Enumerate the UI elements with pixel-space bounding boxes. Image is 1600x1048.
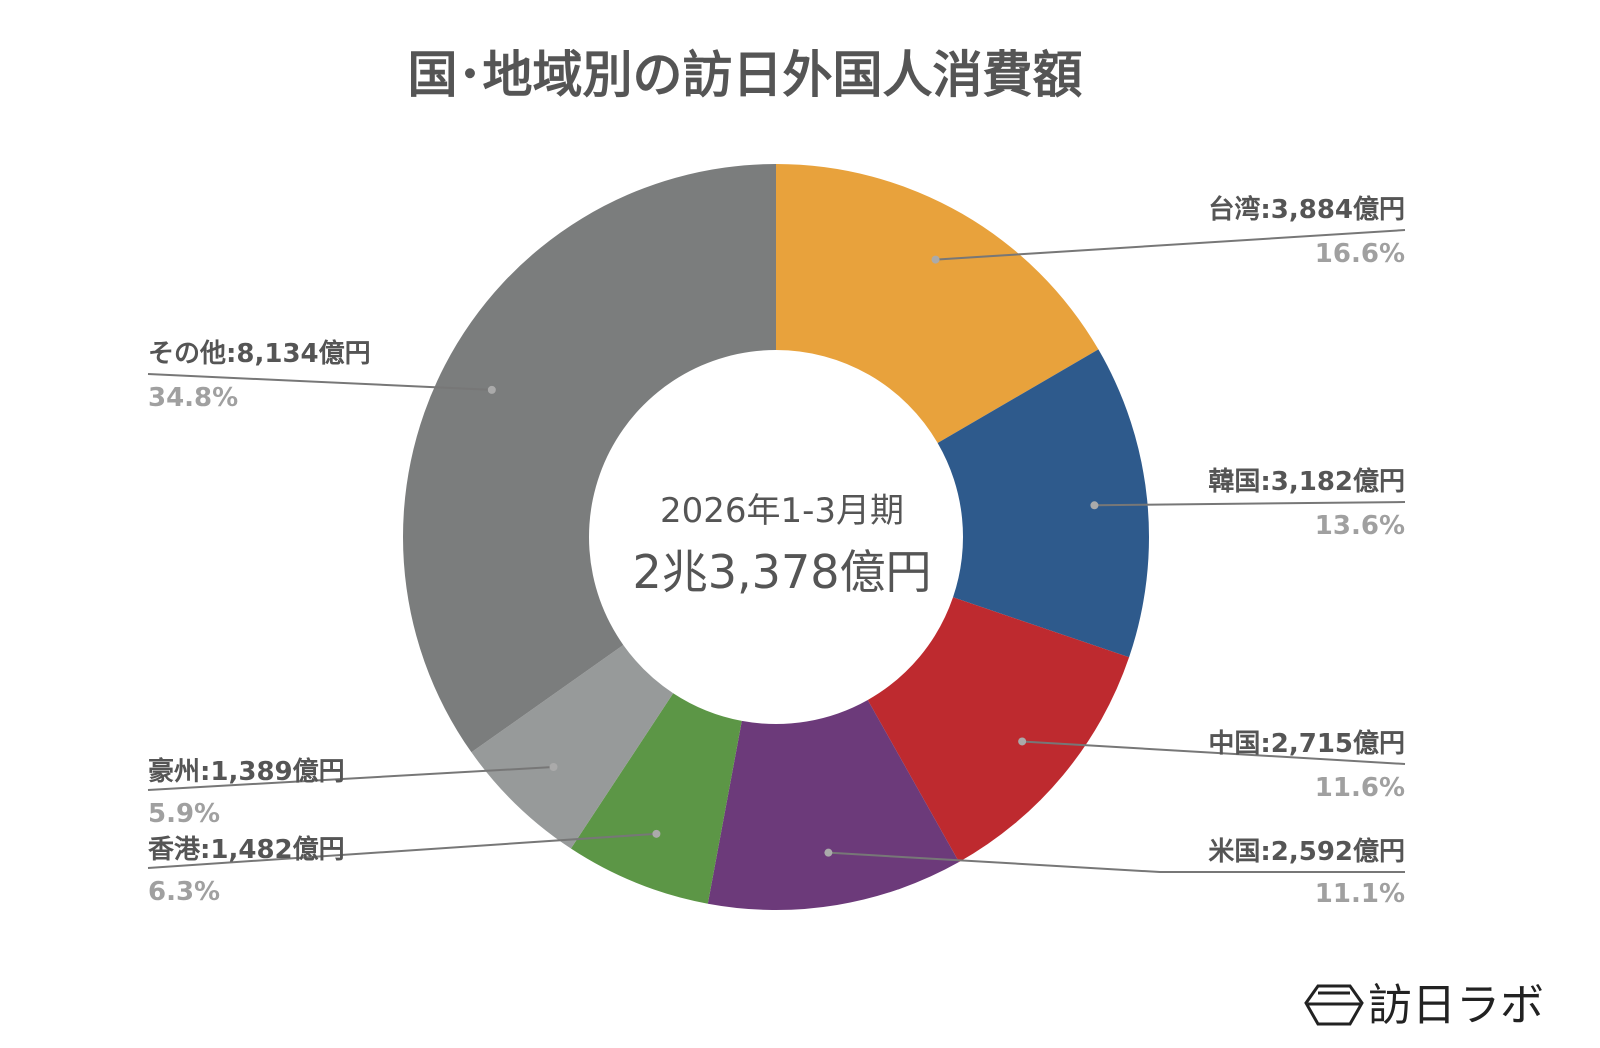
center-total: 2兆3,378億円 [633,545,932,599]
leader-dot-韓国 [1090,501,1099,510]
leader-dot-米国 [824,848,833,857]
logo-icon [1304,984,1364,1026]
slice-香港 [570,693,742,904]
leader-line-中国 [1022,740,1406,765]
chart-title: 国･地域別の訪日外国人消費額 [408,46,1083,104]
leader-line-香港 [147,832,657,869]
logo-text: 訪日ラボ [1368,980,1544,1031]
percent-label-韓国: 13.6% [1315,511,1405,541]
percent-label-台湾: 16.6% [1315,239,1405,269]
percent-label-中国: 11.6% [1315,773,1405,803]
slice-韓国 [937,349,1149,658]
percent-label-豪州: 5.9% [148,799,220,829]
center-period: 2026年1-3月期 [660,491,904,531]
leader-line-その他 [147,373,492,391]
data-label-米国: 米国:2,592億円 [1208,837,1405,867]
data-label-香港: 香港:1,482億円 [148,835,345,865]
leader-dot-その他 [487,385,496,394]
leader-dot-中国 [1018,737,1027,746]
percent-label-米国: 11.1% [1315,879,1405,909]
slice-その他 [403,164,776,753]
percent-label-その他: 34.8% [148,383,238,413]
leader-dot-台湾 [931,255,940,264]
leader-line-豪州 [147,765,554,791]
logo: 訪日ラボ [1304,980,1544,1031]
slice-台湾 [776,164,1099,443]
data-label-韓国: 韓国:3,182億円 [1208,467,1405,497]
data-label-台湾: 台湾:3,884億円 [1208,194,1405,225]
slice-中国 [867,597,1130,863]
data-label-その他: その他:8,134億円 [148,339,371,369]
leader-line-台湾 [935,229,1406,261]
percent-label-香港: 6.3% [148,877,220,907]
leader-dot-香港 [652,829,661,838]
leader-line-米国 [828,851,1405,873]
leader-line-韓国 [1094,501,1406,507]
leader-dot-豪州 [549,762,558,771]
data-label-豪州: 豪州:1,389億円 [148,756,345,787]
data-label-中国: 中国:2,715億円 [1208,729,1405,759]
slice-豪州 [471,644,674,849]
